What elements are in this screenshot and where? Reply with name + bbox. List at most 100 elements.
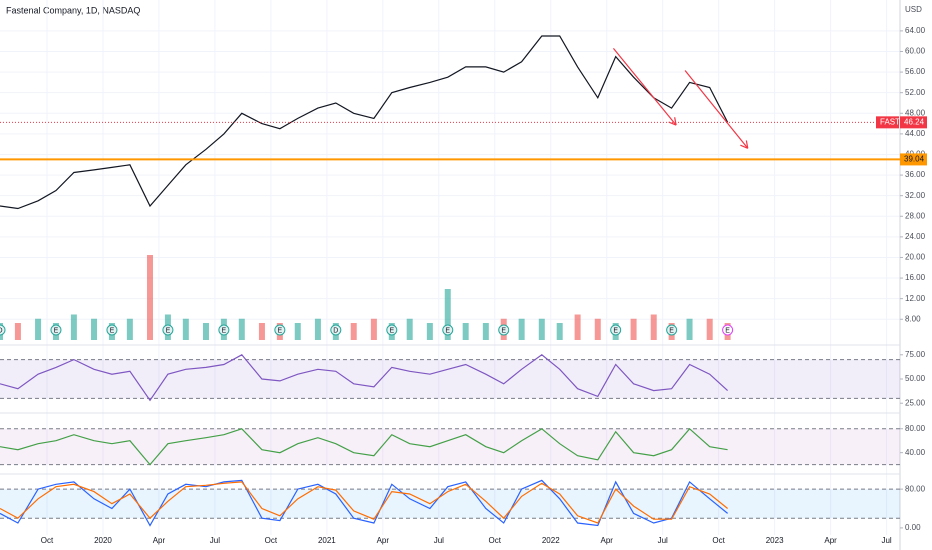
volume-bar	[444, 289, 451, 340]
chart-title: Fastenal Company, 1D, NASDAQ	[6, 5, 140, 15]
arrow-head	[674, 117, 677, 126]
x-tick-label: Apr	[824, 536, 837, 545]
event-label: E	[166, 327, 171, 334]
x-tick-label: Oct	[41, 536, 54, 545]
arrow-head	[745, 140, 749, 149]
event-label: E	[613, 327, 618, 334]
volume-bar	[630, 318, 637, 340]
volume-bar	[556, 323, 563, 340]
x-tick-label: Jul	[658, 536, 668, 545]
volume-bar	[238, 318, 245, 340]
event-marker	[722, 324, 734, 336]
event-label: E	[389, 327, 394, 334]
volume-bar	[406, 318, 413, 340]
event-marker	[162, 324, 174, 336]
x-tick-label: 2020	[94, 536, 112, 545]
event-label: D	[0, 327, 3, 334]
event-marker	[0, 324, 6, 336]
arrow-head	[668, 121, 677, 126]
y-tick-label: 52.00	[905, 88, 926, 97]
symbol-label: FAST	[880, 117, 900, 126]
y-tick-label: 20.00	[905, 253, 926, 262]
event-label: E	[669, 327, 674, 334]
y-tick-label: 64.00	[905, 26, 926, 35]
x-tick-label: Oct	[265, 536, 278, 545]
event-label: E	[54, 327, 59, 334]
event-marker	[498, 324, 510, 336]
y-tick-label: 8.00	[905, 314, 921, 323]
event-marker	[666, 324, 678, 336]
volume-bar	[574, 314, 581, 340]
x-tick-label: 2022	[542, 536, 560, 545]
x-tick-label: Oct	[712, 536, 725, 545]
y-tick-label: 60.00	[905, 47, 926, 56]
x-tick-label: Jul	[881, 536, 891, 545]
x-tick-label: Apr	[153, 536, 166, 545]
y-tick-label: 36.00	[905, 170, 926, 179]
volume-bar	[35, 318, 42, 340]
y-tick-label: 80.00	[905, 424, 926, 433]
y-tick-label: 75.00	[905, 350, 926, 359]
event-label: E	[110, 327, 115, 334]
volume-bar	[482, 323, 489, 340]
last-price-label: 46.24	[904, 117, 925, 126]
indicator-line	[0, 354, 729, 402]
arrow-head	[740, 144, 748, 149]
event-label: E	[222, 327, 227, 334]
trend-arrow	[684, 70, 749, 149]
y-tick-label: 25.00	[905, 398, 926, 407]
event-marker	[330, 324, 342, 336]
volume-bar	[538, 318, 545, 340]
volume-bar	[462, 323, 469, 340]
event-marker	[274, 324, 286, 336]
event-marker	[218, 324, 230, 336]
band	[0, 489, 900, 519]
event-label: E	[278, 327, 283, 334]
y-tick-label: 0.00	[905, 523, 921, 532]
event-label: E	[725, 327, 730, 334]
event-label: E	[501, 327, 506, 334]
y-tick-label: 32.00	[905, 191, 926, 200]
level-label-box	[900, 153, 927, 166]
event-marker	[442, 324, 454, 336]
event-label: D	[333, 327, 338, 334]
y-tick-label: 12.00	[905, 294, 926, 303]
volume-bar	[370, 318, 377, 340]
symbol-box	[876, 116, 899, 129]
x-tick-label: Jul	[434, 536, 444, 545]
y-tick-label: 48.00	[905, 108, 926, 117]
x-tick-label: 2023	[766, 536, 784, 545]
volume-bar	[70, 314, 77, 340]
event-marker	[386, 324, 398, 336]
x-tick-label: Jul	[210, 536, 220, 545]
volume-bar	[126, 318, 133, 340]
last-price-box	[900, 116, 927, 129]
price-line	[0, 35, 729, 210]
y-tick-label: 80.00	[905, 484, 926, 493]
indicator-line	[0, 427, 728, 466]
volume-bar	[14, 323, 21, 340]
y-tick-label: 56.00	[905, 67, 926, 76]
y-tick-label: 40.00	[905, 448, 926, 457]
x-tick-label: Apr	[600, 536, 613, 545]
event-marker	[610, 324, 622, 336]
x-tick-label: 2021	[318, 536, 336, 545]
volume-bar	[350, 323, 357, 340]
volume-bar	[426, 323, 433, 340]
volume-bar	[594, 318, 601, 340]
level-label: 39.04	[904, 155, 925, 164]
volume-bar	[650, 314, 657, 340]
band	[0, 359, 900, 399]
volume-bar	[258, 323, 265, 340]
volume-bar	[518, 318, 525, 340]
volume-bar	[314, 318, 321, 340]
currency: USD	[905, 5, 922, 14]
volume-bar	[294, 323, 301, 340]
band	[0, 428, 900, 465]
x-tick-label: Oct	[489, 536, 502, 545]
volume-bar	[182, 318, 189, 340]
y-tick-label: 50.00	[905, 374, 926, 383]
event-marker	[106, 324, 118, 336]
